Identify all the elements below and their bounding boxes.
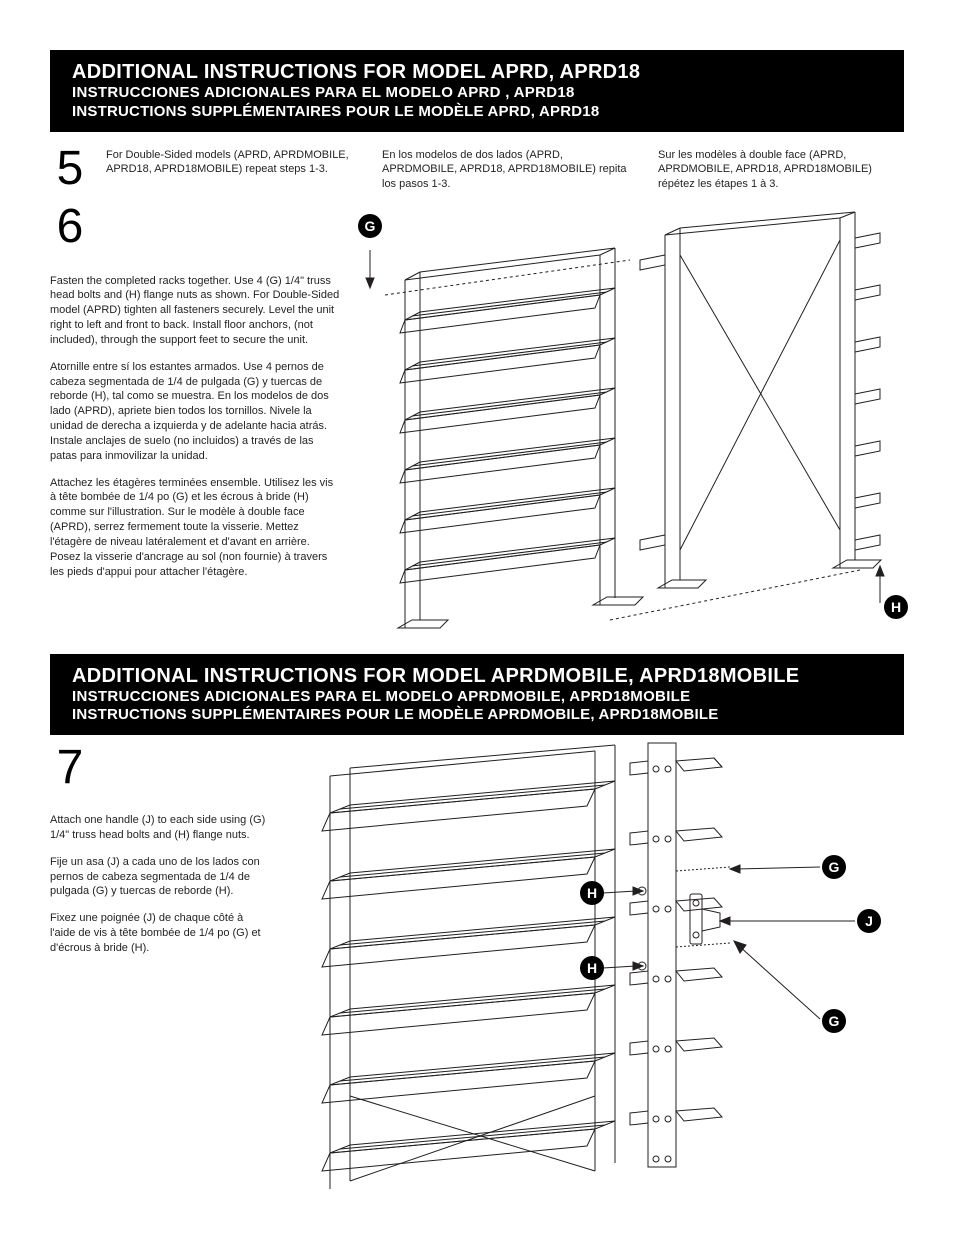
step6-fr: Attachez les étagères terminées ensemble… xyxy=(50,476,340,580)
step-7-text: Attach one handle (J) to each side using… xyxy=(50,813,290,956)
callout-h: H xyxy=(884,595,908,619)
step-7-left-column: 7 Attach one handle (J) to each side usi… xyxy=(50,741,290,968)
step-7-section: 7 Attach one handle (J) to each side usi… xyxy=(50,741,904,1201)
step-7-diagram: H H G J G xyxy=(290,741,910,1201)
step5-es: En los modelos de dos lados (APRD, APRDM… xyxy=(382,148,628,193)
rack-assembly-illustration xyxy=(350,200,910,640)
callout-h-lower: H xyxy=(580,956,604,980)
callout-g-upper: G xyxy=(822,855,846,879)
step-6-diagram: G xyxy=(350,200,910,640)
step7-fr: Fixez une poignée (J) de chaque côté à l… xyxy=(50,911,270,956)
step7-es: Fije un asa (J) a cada uno de los lados … xyxy=(50,855,270,900)
step6-es: Atornille entre sí los estantes armados.… xyxy=(50,360,340,464)
step7-en: Attach one handle (J) to each side using… xyxy=(50,813,270,843)
step-7-number: 7 xyxy=(50,741,90,795)
callout-g: G xyxy=(358,214,382,238)
instruction-page: ADDITIONAL INSTRUCTIONS FOR MODEL APRD, … xyxy=(0,0,954,1231)
callout-j: J xyxy=(857,909,881,933)
step6-en: Fasten the completed racks together. Use… xyxy=(50,274,340,348)
header1-es: INSTRUCCIONES ADICIONALES PARA EL MODELO… xyxy=(72,84,882,103)
step-6-text: Fasten the completed racks together. Use… xyxy=(50,274,350,580)
header2-fr: INSTRUCTIONS SUPPLÉMENTAIRES POUR LE MOD… xyxy=(72,706,882,725)
step-5-text-columns: For Double-Sided models (APRD, APRDMOBIL… xyxy=(106,142,904,193)
header2-es: INSTRUCCIONES ADICIONALES PARA EL MODELO… xyxy=(72,688,882,707)
step-5-row: 5 For Double-Sided models (APRD, APRDMOB… xyxy=(50,142,904,196)
section-7-wrap: ADDITIONAL INSTRUCTIONS FOR MODEL APRDMO… xyxy=(50,654,904,1202)
step-5-number: 5 xyxy=(50,142,90,196)
callout-h-upper: H xyxy=(580,881,604,905)
section-header-mobile: ADDITIONAL INSTRUCTIONS FOR MODEL APRDMO… xyxy=(50,654,904,736)
header2-en: ADDITIONAL INSTRUCTIONS FOR MODEL APRDMO… xyxy=(72,664,882,688)
step-6-left-column: 6 Fasten the completed racks together. U… xyxy=(50,200,350,592)
callout-g-lower: G xyxy=(822,1009,846,1033)
step-6-section: 6 Fasten the completed racks together. U… xyxy=(50,200,904,640)
header1-en: ADDITIONAL INSTRUCTIONS FOR MODEL APRD, … xyxy=(72,60,882,84)
step5-fr: Sur les modèles à double face (APRD, APR… xyxy=(658,148,904,193)
step5-en: For Double-Sided models (APRD, APRDMOBIL… xyxy=(106,148,352,193)
header1-fr: INSTRUCTIONS SUPPLÉMENTAIRES POUR LE MOD… xyxy=(72,103,882,122)
section-header-aprd: ADDITIONAL INSTRUCTIONS FOR MODEL APRD, … xyxy=(50,50,904,132)
step-6-number: 6 xyxy=(50,200,90,254)
